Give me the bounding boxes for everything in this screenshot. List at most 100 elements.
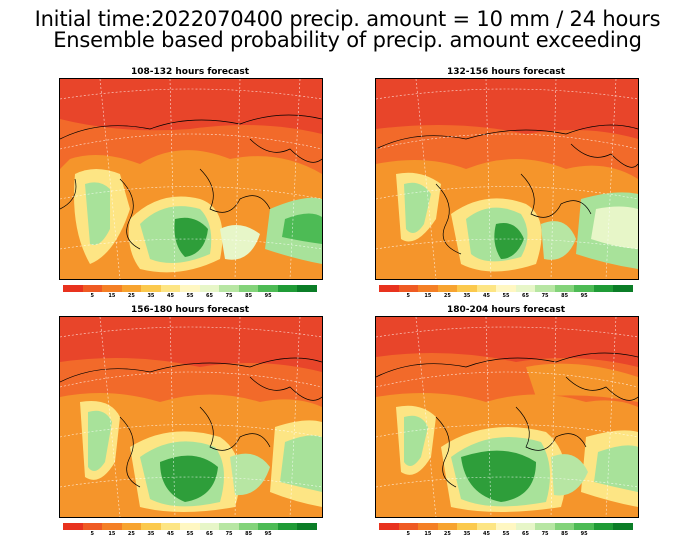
colorbar-ticks-4: 5 15 25 35 45 55 65 75 85 95 [379, 531, 633, 539]
colorbar-tick-label: 95 [264, 293, 272, 299]
colorbar-tick-label: 85 [561, 293, 569, 299]
colorbar-tick-label: 15 [424, 531, 432, 537]
colorbar-swatch [238, 285, 259, 292]
colorbar-tick-label: 15 [108, 293, 116, 299]
colorbar-swatch [535, 523, 555, 530]
colorbar-swatch [379, 523, 399, 530]
colorbar-swatch [102, 285, 122, 292]
colorbar-tick-label: 95 [580, 531, 588, 537]
colorbar-swatch [574, 523, 594, 530]
colorbar-swatch [199, 523, 220, 530]
colorbar-swatch [437, 523, 458, 530]
colorbar-swatch [515, 523, 536, 530]
colorbar-swatch [199, 285, 220, 292]
colorbar-swatch [398, 285, 419, 292]
colorbar-tick-label: 35 [463, 531, 471, 537]
colorbar-swatch [476, 285, 497, 292]
colorbar-4 [379, 523, 633, 530]
colorbar-tick-label: 5 [406, 293, 411, 299]
colorbar-tick-label: 25 [127, 531, 135, 537]
colorbar-swatch [297, 523, 317, 530]
map-graphic-2 [376, 79, 638, 279]
colorbar-swatch [593, 285, 614, 292]
colorbar-tick-label: 25 [443, 293, 451, 299]
map-graphic-4 [376, 317, 638, 517]
colorbar-tick-label: 5 [406, 531, 411, 537]
colorbar-swatch [121, 285, 142, 292]
colorbar-swatch [476, 523, 497, 530]
colorbar-swatch [613, 285, 633, 292]
colorbar-tick-label: 45 [166, 531, 174, 537]
colorbar-tick-label: 75 [541, 293, 549, 299]
colorbar-swatch [613, 523, 633, 530]
colorbar-swatch [180, 285, 200, 292]
colorbar-swatch [554, 285, 575, 292]
chart-title-line2: Ensemble based probability of precip. am… [53, 28, 642, 52]
colorbar-swatch [418, 285, 438, 292]
colorbar-swatch [82, 523, 103, 530]
forecast-map-1 [59, 78, 323, 280]
colorbar-ticks-3: 5 15 25 35 45 55 65 75 85 95 [63, 531, 317, 539]
colorbar-swatch [535, 285, 555, 292]
forecast-map-3 [59, 316, 323, 518]
colorbar-swatch [593, 523, 614, 530]
colorbar-tick-label: 15 [424, 293, 432, 299]
chart-title-line1: Initial time:2022070400 precip. amount =… [34, 7, 661, 31]
colorbar-swatch [515, 285, 536, 292]
map-graphic-3 [60, 317, 322, 517]
colorbar-tick-label: 75 [541, 531, 549, 537]
colorbar-2 [379, 285, 633, 292]
colorbar-tick-label: 25 [443, 531, 451, 537]
colorbar-swatch [141, 523, 161, 530]
colorbar-swatch [219, 285, 239, 292]
panel-title-2: 132-156 hours forecast [446, 67, 566, 77]
colorbar-swatch [457, 285, 477, 292]
colorbar-tick-label: 5 [90, 531, 95, 537]
colorbar-tick-label: 45 [166, 293, 174, 299]
colorbar-swatch [180, 523, 200, 530]
colorbar-3 [63, 523, 317, 530]
colorbar-tick-label: 55 [502, 531, 510, 537]
colorbar-tick-label: 65 [522, 531, 530, 537]
colorbar-tick-label: 85 [245, 293, 253, 299]
colorbar-tick-label: 65 [206, 293, 214, 299]
colorbar-swatch [398, 523, 419, 530]
colorbar-tick-label: 35 [463, 293, 471, 299]
colorbar-swatch [121, 523, 142, 530]
colorbar-tick-label: 65 [522, 293, 530, 299]
colorbar-swatch [277, 285, 298, 292]
panel-title-1: 108-132 hours forecast [130, 67, 250, 77]
forecast-map-4 [375, 316, 639, 518]
colorbar-swatch [160, 523, 181, 530]
colorbar-swatch [238, 523, 259, 530]
colorbar-1 [63, 285, 317, 292]
colorbar-swatch [63, 285, 83, 292]
colorbar-swatch [102, 523, 122, 530]
colorbar-swatch [437, 285, 458, 292]
colorbar-tick-label: 5 [90, 293, 95, 299]
colorbar-tick-label: 85 [561, 531, 569, 537]
colorbar-swatch [258, 285, 278, 292]
colorbar-tick-label: 55 [186, 531, 194, 537]
forecast-map-2 [375, 78, 639, 280]
colorbar-swatch [297, 285, 317, 292]
colorbar-tick-label: 55 [186, 293, 194, 299]
panel-title-3: 156-180 hours forecast [130, 305, 250, 315]
colorbar-tick-label: 45 [482, 293, 490, 299]
colorbar-swatch [418, 523, 438, 530]
map-graphic-1 [60, 79, 322, 279]
colorbar-swatch [258, 523, 278, 530]
colorbar-swatch [496, 285, 516, 292]
colorbar-tick-label: 45 [482, 531, 490, 537]
colorbar-tick-label: 25 [127, 293, 135, 299]
colorbar-swatch [554, 523, 575, 530]
colorbar-swatch [496, 523, 516, 530]
panel-title-4: 180-204 hours forecast [446, 305, 566, 315]
colorbar-tick-label: 35 [147, 531, 155, 537]
colorbar-tick-label: 65 [206, 531, 214, 537]
colorbar-ticks-1: 5 15 25 35 45 55 65 75 85 95 [63, 293, 317, 301]
colorbar-swatch [82, 285, 103, 292]
colorbar-swatch [63, 523, 83, 530]
colorbar-tick-label: 85 [245, 531, 253, 537]
colorbar-tick-label: 75 [225, 531, 233, 537]
